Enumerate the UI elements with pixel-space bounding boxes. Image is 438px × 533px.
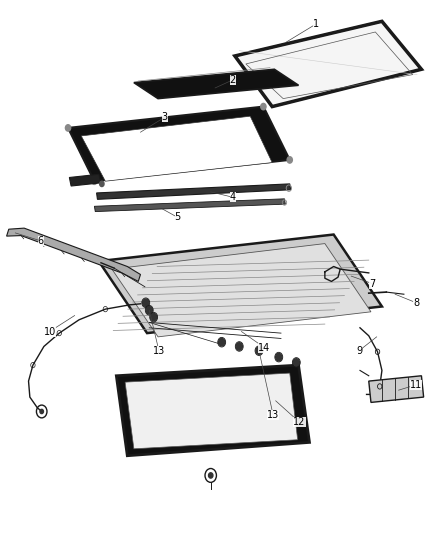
Circle shape xyxy=(236,343,242,350)
Circle shape xyxy=(92,178,97,184)
Circle shape xyxy=(65,125,71,131)
Text: 7: 7 xyxy=(368,279,374,288)
Circle shape xyxy=(99,181,104,187)
Circle shape xyxy=(293,359,299,366)
Polygon shape xyxy=(134,69,298,99)
Circle shape xyxy=(255,347,261,354)
Polygon shape xyxy=(112,244,370,337)
Text: 3: 3 xyxy=(161,112,167,122)
Polygon shape xyxy=(94,199,285,212)
Text: 13: 13 xyxy=(266,410,279,419)
Text: 13: 13 xyxy=(152,346,165,356)
Text: 9: 9 xyxy=(355,346,361,356)
Polygon shape xyxy=(99,235,381,333)
Text: 12: 12 xyxy=(293,417,305,427)
Polygon shape xyxy=(234,21,420,107)
Text: 4: 4 xyxy=(229,192,235,202)
Circle shape xyxy=(275,353,281,361)
Polygon shape xyxy=(125,373,297,449)
Polygon shape xyxy=(368,376,423,402)
Circle shape xyxy=(208,473,212,478)
Circle shape xyxy=(286,157,292,163)
Polygon shape xyxy=(68,107,289,181)
Text: 1: 1 xyxy=(312,19,318,29)
Polygon shape xyxy=(81,116,272,181)
Text: 6: 6 xyxy=(38,236,44,246)
Circle shape xyxy=(260,103,265,110)
Circle shape xyxy=(142,299,148,306)
Polygon shape xyxy=(7,228,140,281)
Polygon shape xyxy=(116,365,309,456)
Text: 10: 10 xyxy=(43,327,56,336)
Text: 2: 2 xyxy=(229,75,235,85)
Text: 8: 8 xyxy=(412,298,418,308)
Circle shape xyxy=(150,313,156,321)
Text: 14: 14 xyxy=(258,343,270,352)
Circle shape xyxy=(146,306,152,314)
Polygon shape xyxy=(96,184,290,199)
Circle shape xyxy=(40,409,43,414)
Circle shape xyxy=(218,338,224,346)
Polygon shape xyxy=(69,174,101,186)
Text: 11: 11 xyxy=(409,380,421,390)
Text: 5: 5 xyxy=(174,213,180,222)
